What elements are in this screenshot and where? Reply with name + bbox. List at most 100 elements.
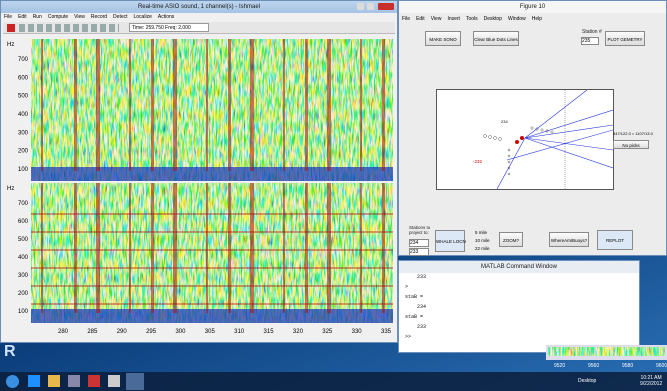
x-tick-label: 280 — [58, 329, 69, 335]
low-band — [31, 309, 393, 323]
output-line: staB = — [405, 294, 423, 300]
desktop-toolbar[interactable]: Desktop — [578, 378, 596, 384]
menu-item[interactable]: Run — [33, 14, 42, 20]
y-unit: Hz — [7, 186, 14, 192]
y-tick-label: 400 — [18, 255, 29, 261]
button[interactable]: MAKE SONO — [425, 31, 461, 46]
taskbar-app[interactable] — [48, 375, 60, 387]
x-tick-label: 330 — [352, 329, 363, 335]
call-streak — [360, 183, 362, 313]
button[interactable]: WhereAmIBuoys? — [549, 232, 589, 247]
button[interactable]: No picks — [613, 140, 649, 149]
desktop-icon[interactable]: R — [4, 343, 26, 361]
clock[interactable]: 10:21 AM 9/22/2012 — [640, 375, 662, 387]
y-tick-label: 300 — [18, 130, 29, 136]
strip-label: 9560 — [588, 363, 599, 369]
label: Stations to project to: — [409, 225, 435, 235]
date: 9/22/2012 — [640, 381, 662, 387]
x-tick-label: 320 — [293, 329, 304, 335]
ishmael-window: Real-time ASIO sound, 1 channel(s) - Ish… — [0, 0, 398, 343]
call-streak — [327, 183, 331, 313]
call-band — [31, 231, 393, 233]
y-tick-label: 100 — [18, 309, 29, 315]
menu-item[interactable]: Detect — [113, 14, 127, 20]
menu-item[interactable]: Edit — [18, 14, 27, 20]
call-streak — [283, 183, 285, 313]
y-tick-label: 400 — [18, 112, 29, 118]
call-band — [31, 249, 393, 251]
x-tick-label: 305 — [205, 329, 216, 335]
menu-bar: File Edit Run Compute View Record Detect Locali… — [1, 13, 397, 21]
low-band — [31, 167, 393, 181]
maximize[interactable] — [367, 3, 374, 10]
record-button[interactable] — [7, 24, 15, 32]
call-streak — [129, 39, 131, 171]
y-unit: Hz — [7, 42, 14, 48]
dropdown[interactable]: 235 — [581, 37, 599, 45]
call-streak — [74, 39, 77, 171]
call-streak — [327, 39, 331, 171]
call-band — [31, 285, 393, 287]
taskbar-app[interactable] — [68, 375, 80, 387]
menu-item[interactable]: File — [4, 14, 12, 20]
menu-item[interactable]: Record — [91, 14, 107, 20]
call-band — [31, 303, 393, 305]
icon-letter: R — [4, 343, 16, 360]
window-title: MATLAB Command Window — [481, 264, 557, 270]
y-tick-label: 600 — [18, 219, 29, 225]
radio-option[interactable]: 5 mile — [475, 230, 487, 235]
call-band — [31, 267, 393, 269]
menu-item[interactable]: Edit — [416, 16, 425, 22]
window-title: Figure 10 — [520, 4, 545, 10]
radio-option[interactable]: 22 mile — [475, 246, 490, 251]
menu-item[interactable]: Window — [508, 16, 526, 22]
desktop: Real-time ASIO sound, 1 channel(s) - Ish… — [0, 0, 667, 391]
y-tick-label: 200 — [18, 149, 29, 155]
menu-item[interactable]: Desktop — [484, 16, 502, 22]
menu-item[interactable]: Actions — [158, 14, 174, 20]
y-tick-label: 100 — [18, 167, 29, 173]
strip-label: 9600 — [656, 363, 667, 369]
y-tick-label: 600 — [18, 75, 29, 81]
menu-item[interactable]: Compute — [48, 14, 68, 20]
call-streak — [206, 183, 208, 313]
button[interactable]: REPLOT — [597, 230, 633, 250]
menu-item[interactable]: Help — [532, 16, 542, 22]
button[interactable]: Clear Blue Dots Lines — [473, 31, 519, 46]
window-title: Real-time ASIO sound, 1 channel(s) - Ish… — [138, 4, 260, 10]
menu-item[interactable]: View — [431, 16, 442, 22]
dropdown[interactable]: 234 — [409, 239, 429, 247]
minimize[interactable] — [357, 3, 364, 10]
output-line: 233 — [417, 324, 426, 330]
menu-item[interactable]: Tools — [466, 16, 478, 22]
point-label: -232 — [473, 159, 482, 164]
button[interactable]: PLOT GEMETRY — [605, 31, 645, 46]
tool-buttons[interactable] — [19, 24, 119, 32]
taskbar-app[interactable] — [108, 375, 120, 387]
call-streak — [250, 39, 254, 171]
menu-item[interactable]: View — [74, 14, 85, 20]
call-streak — [228, 39, 231, 171]
toolbar: Time: 259.750 Freq: 2,000 — [3, 22, 395, 34]
figure-window: Figure 10 File Edit View Insert Tools Desktop… — [398, 0, 667, 256]
radio-option[interactable]: 10 mile — [475, 238, 490, 243]
x-tick-label: 295 — [146, 329, 157, 335]
taskbar-app[interactable] — [126, 373, 144, 390]
taskbar-app[interactable] — [28, 375, 40, 387]
button[interactable]: ZOOM? — [499, 232, 523, 247]
menu-item[interactable]: Localize — [134, 14, 152, 20]
label: Station # — [582, 29, 602, 35]
y-tick-label: 300 — [18, 273, 29, 279]
close[interactable] — [378, 3, 394, 10]
call-streak — [74, 183, 77, 313]
call-streak — [173, 183, 177, 313]
call-streak — [41, 39, 43, 171]
dropdown[interactable]: 233 — [409, 248, 429, 256]
taskbar-app[interactable] — [88, 375, 100, 387]
start-button[interactable] — [6, 375, 19, 388]
menu-item[interactable]: File — [402, 16, 410, 22]
button[interactable]: WHALE LOCN — [435, 230, 465, 252]
menu-item[interactable]: Insert — [447, 16, 460, 22]
info-text: 347/122.0 = 1107/13.0 — [613, 131, 653, 136]
